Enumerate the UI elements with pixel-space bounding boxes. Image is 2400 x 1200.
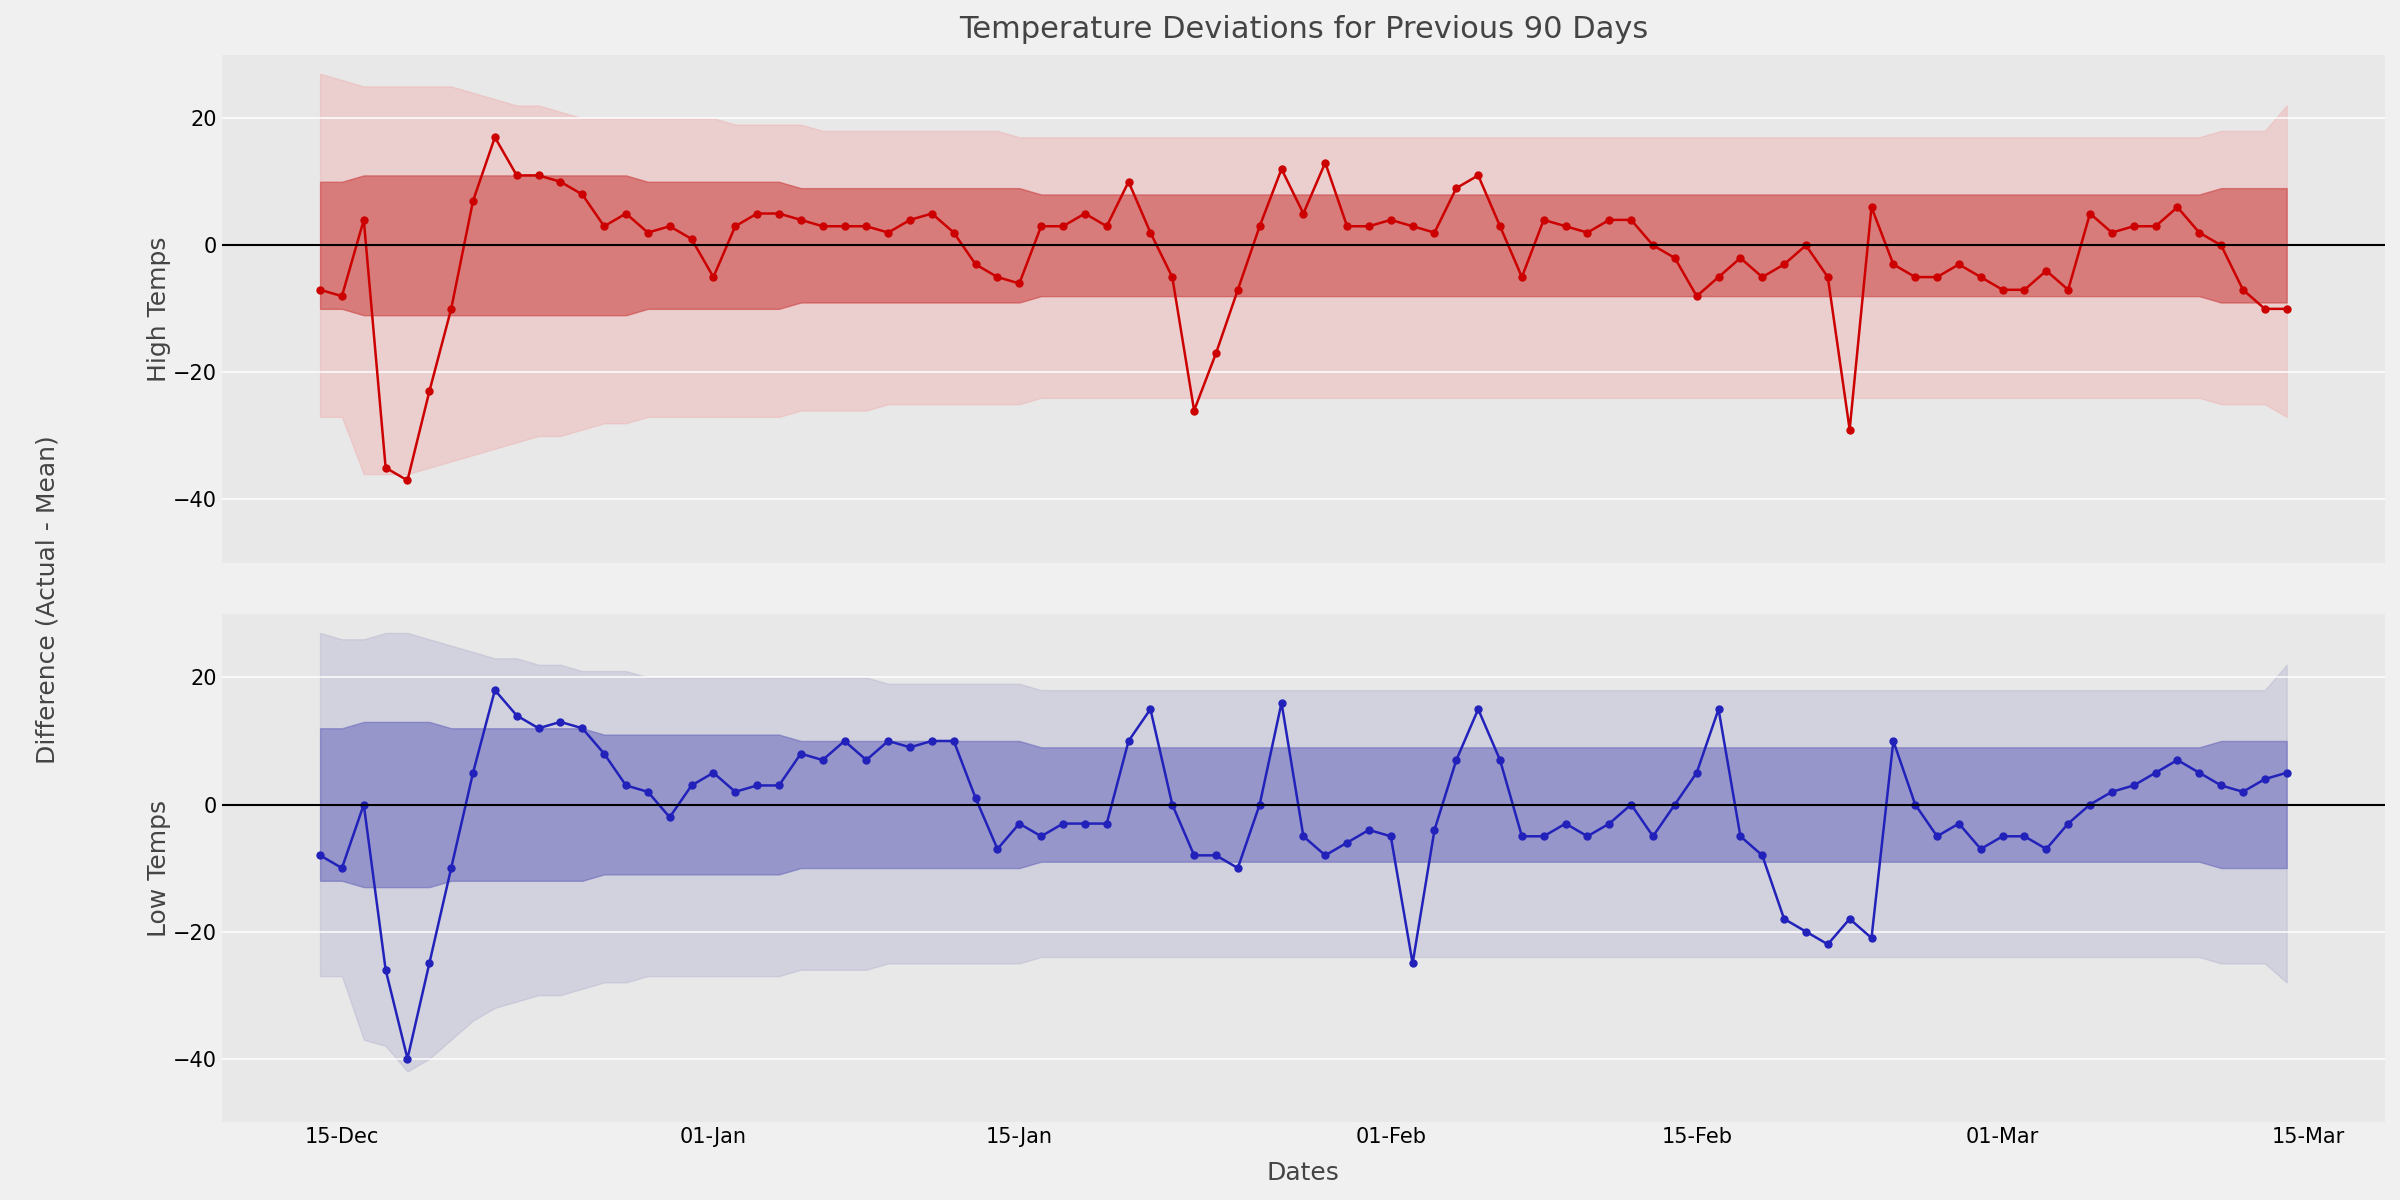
Y-axis label: Low Temps: Low Temps [146, 799, 170, 937]
X-axis label: Dates: Dates [1267, 1162, 1339, 1184]
Y-axis label: High Temps: High Temps [146, 236, 170, 382]
Text: Difference (Actual - Mean): Difference (Actual - Mean) [36, 436, 60, 764]
Title: Temperature Deviations for Previous 90 Days: Temperature Deviations for Previous 90 D… [958, 14, 1649, 44]
